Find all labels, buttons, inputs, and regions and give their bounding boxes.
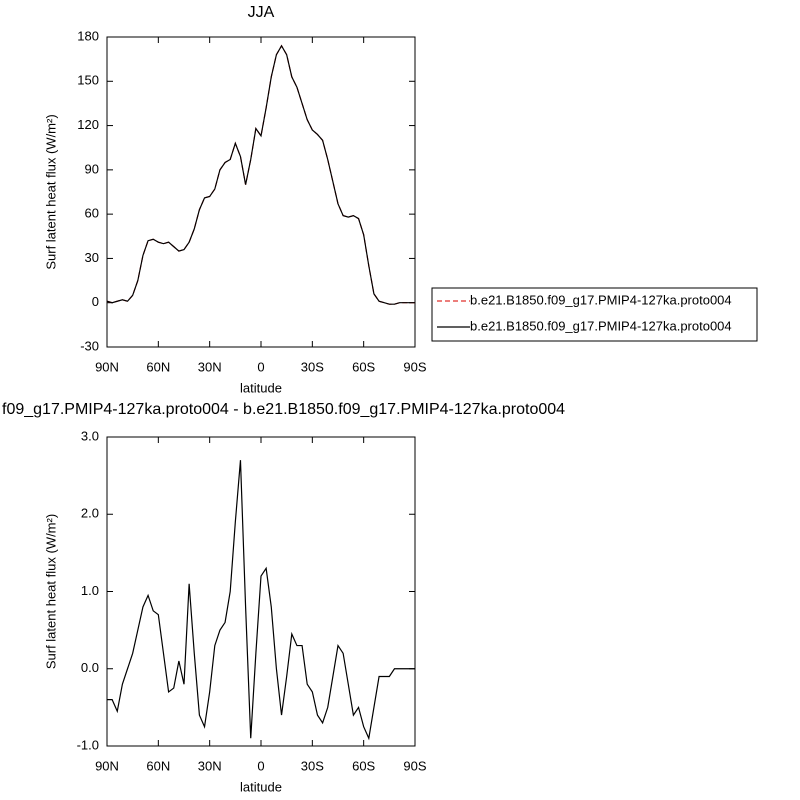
chart-title: f09_g17.PMIP4-127ka.proto004 - b.e21.B18…	[2, 401, 565, 418]
x-tick-label: 30N	[198, 359, 222, 374]
y-tick-label: -1.0	[77, 737, 99, 752]
x-axis-title: latitude	[240, 779, 282, 794]
legend-label: b.e21.B1850.f09_g17.PMIP4-127ka.proto004	[470, 292, 732, 307]
legend: b.e21.B1850.f09_g17.PMIP4-127ka.proto004…	[431, 287, 758, 342]
x-tick-label: 90S	[403, 758, 426, 773]
legend-box	[431, 287, 758, 342]
plot-frame	[106, 436, 416, 747]
x-tick-label: 60N	[146, 758, 170, 773]
x-tick-label: 30S	[301, 758, 324, 773]
y-tick-label: 0.0	[81, 660, 99, 675]
x-tick-label: 90N	[95, 758, 119, 773]
data-line	[106, 44, 415, 305]
x-tick-label: 0	[257, 758, 264, 773]
x-tick-label: 90N	[95, 359, 119, 374]
y-tick-label: -30	[80, 338, 99, 353]
y-tick-label: 60	[85, 206, 99, 221]
y-tick-label: 90	[85, 161, 99, 176]
x-tick-label: 60S	[352, 758, 375, 773]
y-tick-label: 150	[77, 73, 99, 88]
x-tick-label: 60S	[352, 359, 375, 374]
x-axis-title: latitude	[240, 380, 282, 395]
y-tick-label: 0	[92, 294, 99, 309]
y-axis-title: Surf latent heat flux (W/m²)	[43, 114, 58, 269]
x-tick-label: 90S	[403, 359, 426, 374]
y-tick-label: 180	[77, 28, 99, 43]
plot-frame	[106, 36, 416, 348]
y-tick-label: 30	[85, 250, 99, 265]
x-tick-label: 30N	[198, 758, 222, 773]
x-tick-label: 60N	[146, 359, 170, 374]
data-line	[107, 460, 415, 741]
legend-label: b.e21.B1850.f09_g17.PMIP4-127ka.proto004	[470, 318, 732, 333]
x-tick-label: 0	[257, 359, 264, 374]
chart-title: JJA	[248, 4, 275, 21]
y-tick-label: 1.0	[81, 583, 99, 598]
y-tick-label: 2.0	[81, 506, 99, 521]
x-tick-label: 30S	[301, 359, 324, 374]
y-tick-label: 120	[77, 117, 99, 132]
y-tick-label: 3.0	[81, 428, 99, 443]
y-axis-title: Surf latent heat flux (W/m²)	[43, 514, 58, 669]
